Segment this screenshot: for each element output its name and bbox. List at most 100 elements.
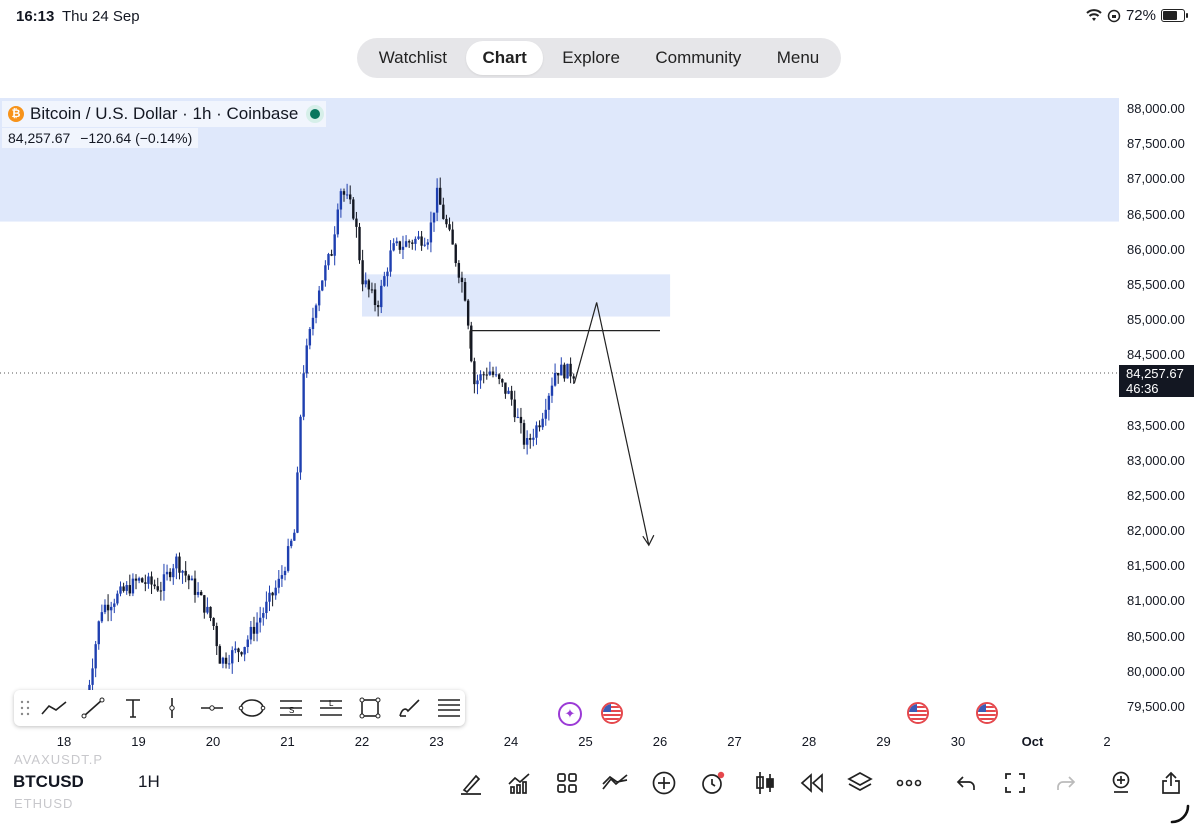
ellipse-icon[interactable] <box>236 693 268 723</box>
candle-body <box>544 409 547 419</box>
rectangle-icon[interactable] <box>354 693 386 723</box>
candle-body <box>184 570 187 576</box>
candle-body <box>432 212 436 223</box>
symbol-legend[interactable]: ₿ Bitcoin / U.S. Dollar · 1h · Coinbase <box>2 101 327 127</box>
interval-selector[interactable]: 1H <box>138 772 160 791</box>
candle-body <box>345 194 349 196</box>
ghost-symbol-above[interactable]: AVAXUSDT.P <box>14 752 103 767</box>
object-tree-icon[interactable] <box>1104 766 1138 800</box>
replay-icon[interactable] <box>795 766 829 800</box>
draw-icon[interactable] <box>454 766 488 800</box>
candle-body <box>439 187 442 205</box>
us-flag-icon[interactable] <box>976 702 998 724</box>
candle-body <box>302 373 305 417</box>
svg-text:L: L <box>329 699 334 708</box>
tab-watchlist[interactable]: Watchlist <box>378 48 448 67</box>
candle-body <box>262 613 265 618</box>
candle-body <box>330 254 333 256</box>
candle-body <box>485 374 488 376</box>
candle-body <box>451 229 454 245</box>
time-tick: 2 <box>1103 734 1111 749</box>
fib-retracement-icon[interactable] <box>433 693 465 723</box>
price-tick: 82,000.00 <box>1127 523 1185 539</box>
candle-body <box>395 241 398 244</box>
time-tick: 19 <box>131 734 146 749</box>
tab-menu[interactable]: Menu <box>776 48 820 67</box>
vertical-line-icon[interactable] <box>157 693 189 723</box>
candle-body <box>560 364 563 376</box>
trend-angle-icon[interactable] <box>38 693 70 723</box>
candle-body <box>258 617 262 623</box>
candle-body <box>519 416 523 424</box>
candle-body <box>339 191 343 210</box>
layout-grid-icon[interactable] <box>550 766 584 800</box>
ghost-symbol-below[interactable]: ETHUSD <box>14 796 74 811</box>
add-icon[interactable] <box>647 766 681 800</box>
candle-body <box>380 285 383 308</box>
candle-body <box>144 582 147 584</box>
text-icon[interactable] <box>117 693 149 723</box>
candle-body <box>187 575 190 581</box>
tab-chart[interactable]: Chart <box>466 41 543 75</box>
candle-body <box>532 437 535 440</box>
alert-icon[interactable] <box>696 766 730 800</box>
candle-body <box>103 604 107 613</box>
candle-body <box>482 374 485 376</box>
undo-icon[interactable] <box>949 766 983 800</box>
time-tick: 26 <box>652 734 668 749</box>
tab-community[interactable]: Community <box>655 48 742 67</box>
time-tick: 24 <box>503 734 519 749</box>
candle-body <box>566 363 569 379</box>
short-position-icon[interactable]: S <box>275 693 307 723</box>
resize-corner-icon[interactable] <box>1168 802 1192 826</box>
candle-body <box>407 241 411 243</box>
long-position-icon[interactable]: L <box>315 693 347 723</box>
us-flag-icon[interactable] <box>601 702 623 724</box>
time-axis[interactable]: 18 19 20 21 22 23 24 25 26 27 28 29 30 Oct 2 <box>0 732 1199 752</box>
symbol-selector[interactable]: BTCUSD <box>13 772 84 791</box>
fullscreen-icon[interactable] <box>998 766 1032 800</box>
symbol-title: Bitcoin / U.S. Dollar · 1h · Coinbase <box>30 104 299 123</box>
tab-explore[interactable]: Explore <box>562 48 620 67</box>
price-tick: 84,500.00 <box>1127 347 1185 363</box>
spark-icon[interactable]: ✦ <box>558 702 582 726</box>
indicators-icon[interactable] <box>502 766 536 800</box>
candle-type-icon[interactable] <box>748 766 782 800</box>
more-icon[interactable] <box>892 766 926 800</box>
candle-body <box>243 647 246 655</box>
layers-icon[interactable] <box>843 766 877 800</box>
trend-line-icon[interactable] <box>78 693 110 723</box>
price-change: −120.64 (−0.14%) <box>80 130 193 146</box>
candle-body <box>435 187 439 213</box>
candle-body <box>470 325 473 362</box>
share-icon[interactable] <box>1154 766 1188 800</box>
resistance-zone <box>362 274 671 317</box>
projection-arrowhead <box>642 534 655 547</box>
price-tick: 86,500.00 <box>1127 206 1185 222</box>
candle-body <box>457 263 461 278</box>
ohlc-line: 84,257.67 −120.64 (−0.14%) <box>2 128 199 148</box>
price-tick: 80,500.00 <box>1127 628 1185 644</box>
candle-body <box>274 587 277 596</box>
time-tick: 30 <box>950 734 966 749</box>
us-flag-icon[interactable] <box>907 702 929 724</box>
candle-body <box>352 199 355 219</box>
candle-body <box>286 546 290 571</box>
candle-body <box>358 226 361 261</box>
candle-body <box>398 241 402 250</box>
candle-body <box>178 556 181 573</box>
brush-icon[interactable] <box>394 693 426 723</box>
horizontal-ray-icon[interactable] <box>196 693 228 723</box>
price-axis[interactable]: 88,000.00 87,500.00 87,000.00 86,500.00 86,0… <box>1119 98 1199 720</box>
redo-icon[interactable] <box>1049 766 1083 800</box>
candle-body <box>137 578 141 581</box>
price-chart[interactable] <box>0 98 1119 720</box>
candle-body <box>299 416 302 473</box>
compare-icon[interactable] <box>598 766 632 800</box>
candle-body <box>175 556 178 569</box>
drawings[interactable] <box>469 302 660 547</box>
candle-body <box>448 224 451 230</box>
candle-body <box>271 592 274 596</box>
drag-handle-icon[interactable] <box>20 700 30 716</box>
candle-body <box>367 280 371 290</box>
